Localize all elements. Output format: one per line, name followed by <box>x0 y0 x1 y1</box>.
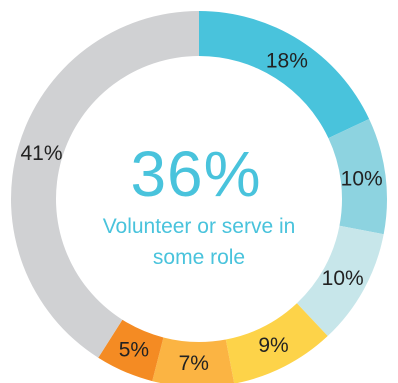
donut-slice-3 <box>296 225 384 337</box>
slice-label-7: 41% <box>20 142 62 165</box>
donut-slice-5 <box>152 337 235 383</box>
donut-slices <box>11 11 388 383</box>
slice-label-5: 7% <box>179 352 209 375</box>
center-text-line-1: Volunteer or serve in <box>103 215 296 238</box>
center-value: 36% <box>130 138 261 210</box>
slice-label-1: 18% <box>266 50 308 73</box>
donut-slice-1 <box>199 11 370 139</box>
donut-slice-6 <box>98 319 164 382</box>
center-text-line-2: some role <box>153 246 245 269</box>
slice-label-4: 9% <box>258 334 288 357</box>
donut-slice-7 <box>11 11 199 358</box>
donut-center: 36% Volunteer or serve in some role <box>103 138 296 269</box>
slice-label-6: 5% <box>119 339 149 362</box>
slice-label-2: 10% <box>341 167 383 190</box>
donut-slice-4 <box>225 303 328 383</box>
donut-slice-2 <box>328 118 388 235</box>
slice-label-3: 10% <box>322 267 364 290</box>
slice-labels: 18% 10% 10% 9% 7% 5% 41% <box>20 50 382 375</box>
